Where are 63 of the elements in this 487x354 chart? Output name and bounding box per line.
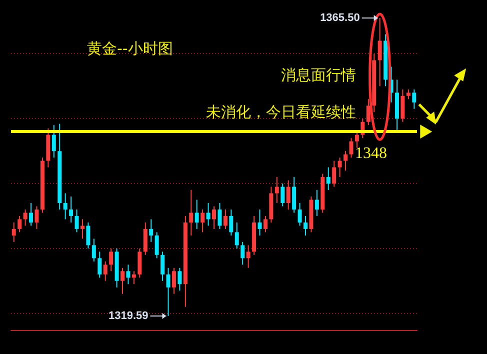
candlestick: [92, 238, 96, 262]
candlestick: [314, 190, 319, 216]
candlestick: [12, 222, 16, 242]
candlestick: [86, 222, 90, 249]
candlestick: [349, 138, 354, 158]
candlestick: [74, 208, 79, 233]
candlestick: [326, 166, 330, 191]
candlestick: [274, 176, 279, 204]
candlestick: [286, 180, 290, 210]
candlestick: [378, 18, 382, 87]
text: 黄金--小时图: [87, 40, 173, 58]
candlestick: [189, 190, 194, 236]
candlestick: [160, 251, 165, 282]
candlestick: [126, 264, 130, 285]
candlestick: [63, 192, 68, 220]
candlestick: [109, 248, 114, 272]
candlestick: [223, 208, 228, 230]
candlestick: [138, 248, 142, 278]
candlestick: [34, 206, 39, 230]
ref-line-label: 1348: [355, 145, 387, 162]
annotation: 消息面行情: [281, 66, 356, 84]
candlestick: [200, 208, 205, 233]
candlestick: [212, 206, 216, 230]
candlestick: [69, 196, 74, 223]
candlestick: [338, 157, 342, 178]
candlestick: [354, 131, 359, 148]
candlestick: [240, 241, 245, 266]
candlestick: [229, 208, 234, 236]
candlestick: [132, 270, 136, 285]
candlestick: [154, 232, 159, 259]
candlestick: [234, 222, 239, 249]
candlestick: [80, 218, 84, 240]
candlestick: [120, 267, 125, 294]
candlestick: [332, 160, 336, 188]
candlestick: [29, 202, 34, 226]
candlestick: [218, 202, 222, 230]
candlestick: [98, 251, 102, 278]
candlestick: [263, 215, 268, 233]
candlestick: [344, 150, 348, 172]
candlestick: [103, 260, 108, 282]
candlestick: [246, 244, 250, 268]
annotation: 1365.50: [320, 12, 360, 24]
annotation: 未消化，今日看延续性: [206, 103, 356, 121]
candlestick: [18, 215, 22, 233]
candlestick: [292, 176, 296, 214]
candlestick: [178, 267, 182, 292]
candlestick: [143, 222, 148, 256]
candlestick: [52, 124, 56, 158]
candlestick: [303, 215, 308, 236]
candlestick: [149, 218, 154, 242]
candlestick: [298, 202, 302, 226]
candlestick: [166, 267, 170, 316]
annotation: 1319.59: [108, 310, 148, 322]
candlestick: [194, 199, 199, 230]
candlestick: [172, 267, 176, 294]
candlestick: [406, 88, 410, 100]
candlestick: [206, 202, 210, 226]
candlestick: [258, 208, 262, 236]
candlestick: [400, 88, 405, 122]
candlestick: [23, 208, 28, 226]
candlestick: [366, 98, 370, 126]
candlestick: [412, 88, 416, 110]
candlestick: [280, 183, 285, 207]
